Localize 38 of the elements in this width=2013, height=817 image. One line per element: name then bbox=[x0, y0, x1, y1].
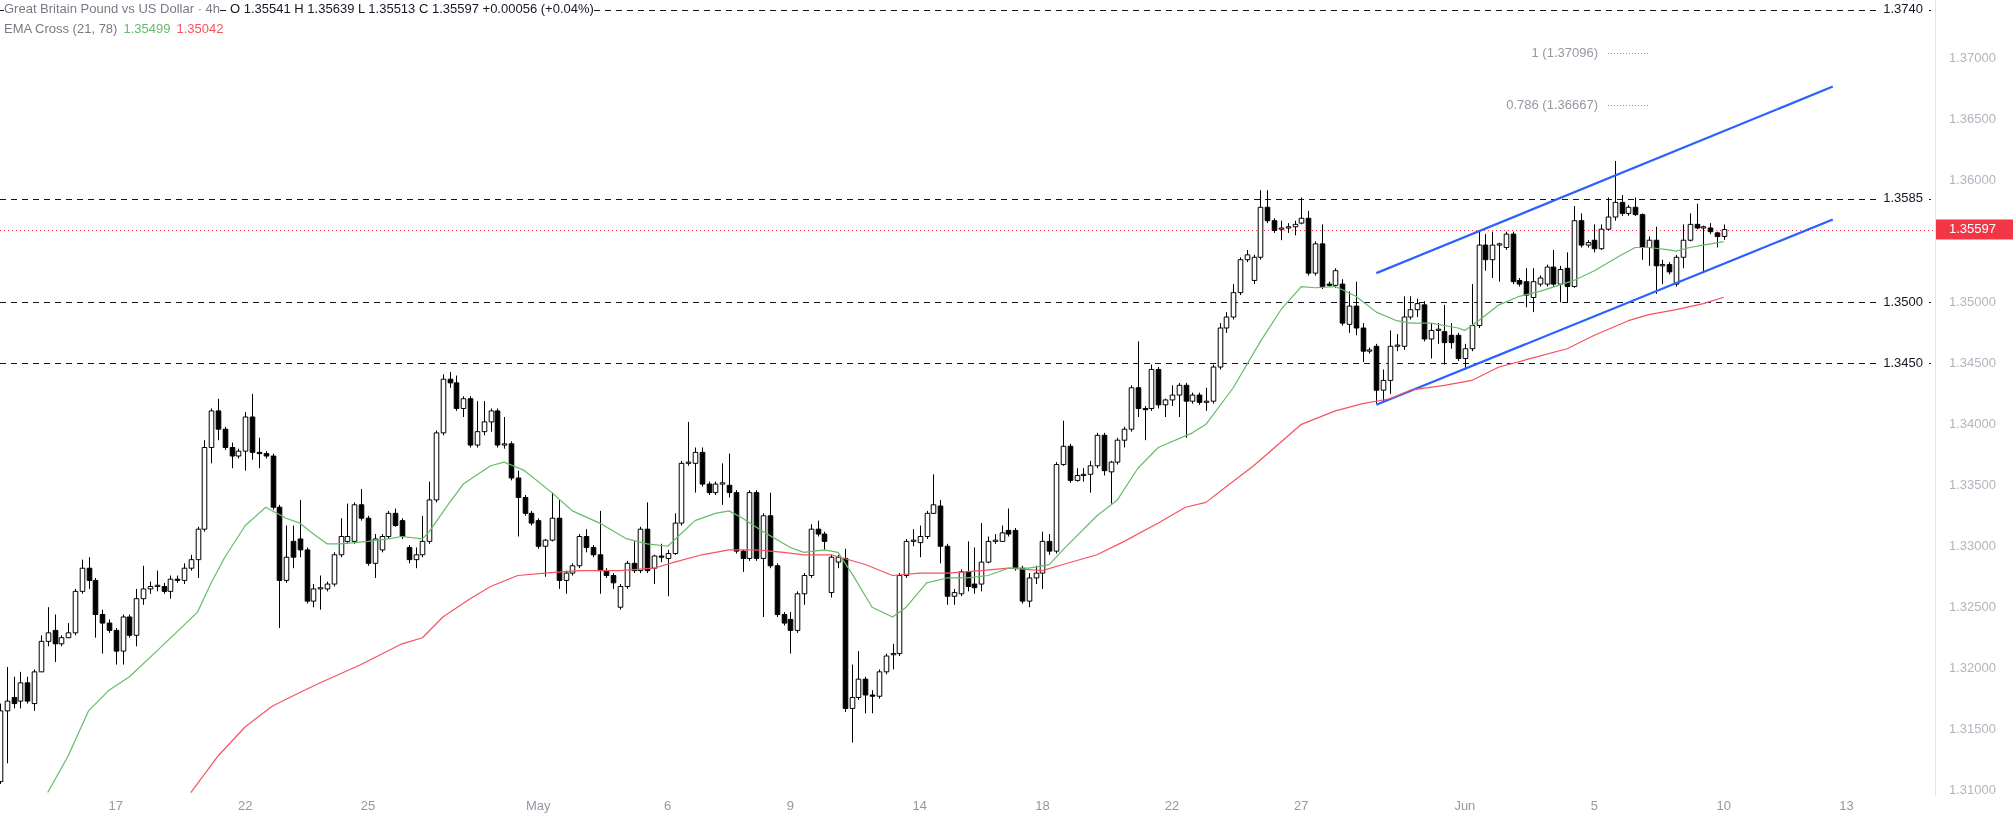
y-tick-label: 1.36000 bbox=[1949, 172, 1996, 188]
y-tick-label: 1.34000 bbox=[1949, 415, 1996, 431]
x-tick-label: Jun bbox=[1454, 798, 1476, 814]
x-tick-label: 27 bbox=[1294, 798, 1309, 814]
y-tick-label: 1.32000 bbox=[1949, 659, 1996, 675]
x-tick-label: 22 bbox=[238, 798, 253, 814]
chart-title: Great Britain Pound vs US Dollar · 4h bbox=[4, 1, 221, 16]
x-tick-label: 5 bbox=[1590, 798, 1598, 814]
x-tick-label: 25 bbox=[360, 798, 376, 814]
ref-line-label: 1.35597 bbox=[1949, 221, 1996, 237]
ref-line-label: 1.3585 bbox=[1883, 190, 1923, 206]
ref-line-label: 1.3500 bbox=[1883, 293, 1923, 309]
x-tick-label: 17 bbox=[108, 798, 124, 814]
annotation: 1 (1.37096) bbox=[1531, 45, 1598, 61]
x-tick-label: 13 bbox=[1839, 798, 1854, 814]
ref-line-label: 1.3450 bbox=[1883, 354, 1923, 370]
y-tick-label: 1.36500 bbox=[1949, 111, 1996, 127]
x-tick-label: 22 bbox=[1164, 798, 1180, 814]
y-tick-label: 1.37000 bbox=[1949, 50, 1996, 66]
x-tick-label: 14 bbox=[912, 798, 928, 814]
x-tick-label: 6 bbox=[664, 798, 672, 814]
y-tick-label: 1.35000 bbox=[1949, 293, 1996, 309]
ref-line-label: 1.3740 bbox=[1883, 1, 1923, 17]
x-tick-label: May bbox=[525, 798, 552, 814]
annotation: 0.786 (1.36667) bbox=[1506, 97, 1598, 113]
y-tick-label: 1.31000 bbox=[1949, 781, 1996, 797]
text: 1.35499 bbox=[123, 21, 171, 36]
legend-title: EMA Cross (21, 78) bbox=[4, 21, 118, 36]
y-tick-label: 1.33500 bbox=[1949, 476, 1996, 492]
text: 1.35042 bbox=[176, 21, 224, 36]
y-tick-label: 1.32500 bbox=[1949, 598, 1996, 614]
y-tick-label: 1.33000 bbox=[1949, 537, 1996, 553]
y-tick-label: 1.31500 bbox=[1949, 720, 1996, 736]
y-tick-label: 1.34500 bbox=[1949, 354, 1996, 370]
chart-subtitle: O 1.35541 H 1.35639 L 1.35513 C 1.35597 +0.00056 (+0.04%) bbox=[230, 1, 594, 16]
x-tick-label: 9 bbox=[786, 798, 794, 814]
x-tick-label: 18 bbox=[1035, 798, 1050, 814]
x-tick-label: 10 bbox=[1716, 798, 1732, 814]
